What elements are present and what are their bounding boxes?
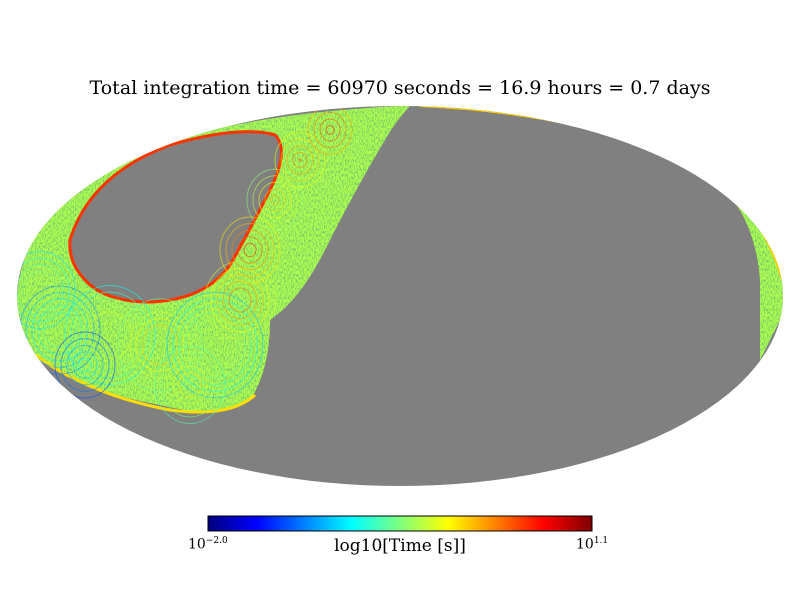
unobserved-main-region <box>60 106 760 484</box>
scan-ring <box>258 181 292 219</box>
scan-ring <box>31 298 89 362</box>
scan-ring <box>166 291 264 399</box>
scan-ring <box>178 372 202 398</box>
scan-ring <box>313 111 347 149</box>
scan-ring <box>123 304 197 386</box>
hot-rim-loop <box>68 130 283 304</box>
scan-ring <box>225 223 275 277</box>
scan-ring <box>70 291 150 379</box>
scan-ring <box>325 125 335 135</box>
scan-ring <box>129 311 191 379</box>
scan-ring <box>190 318 240 372</box>
scan-ring <box>78 357 92 373</box>
scan-ring <box>292 151 308 169</box>
scan-ring <box>172 365 208 405</box>
scan-ring <box>117 298 203 392</box>
scan-ring <box>216 274 264 326</box>
scan-ring <box>307 106 353 155</box>
scan-ring <box>135 318 185 372</box>
colorbar-min-exponent: −2.0 <box>205 536 228 546</box>
colorbar-min-tick: 10−2.0 <box>188 536 228 553</box>
colorbar-label: log10[Time [s]] <box>334 536 466 556</box>
scan-ring <box>17 264 64 316</box>
scan-ring <box>66 344 104 386</box>
unobserved-loop <box>69 131 282 302</box>
scan-ring <box>270 195 280 205</box>
scan-ring <box>72 351 98 379</box>
chart-title: Total integration time = 60970 seconds =… <box>89 77 711 99</box>
scan-ring <box>231 229 269 271</box>
scan-ring <box>37 305 83 355</box>
scan-ring <box>274 132 326 188</box>
scan-ring <box>210 267 270 333</box>
scan-ring <box>166 359 214 411</box>
scan-ring <box>204 261 276 339</box>
scan-circles <box>17 106 353 424</box>
colorbar <box>207 515 593 532</box>
scan-ring <box>252 175 298 225</box>
scan-ring <box>219 216 281 284</box>
scan-ring <box>184 311 246 379</box>
scan-ring <box>54 331 116 399</box>
scan-ring <box>286 145 314 175</box>
scan-ring <box>280 138 320 182</box>
colorbar-min-base: 10 <box>188 536 206 553</box>
scan-ring <box>60 338 110 392</box>
scan-ring <box>82 304 138 366</box>
scan-ring <box>28 277 52 303</box>
scan-ring <box>178 304 252 386</box>
scan-ring <box>243 242 257 258</box>
colorbar-max-tick: 101.1 <box>576 536 608 553</box>
hot-rim-bottom <box>34 353 257 414</box>
scan-ring <box>25 292 95 368</box>
scan-ring <box>172 298 258 392</box>
scan-ring <box>64 285 156 385</box>
scan-ring <box>246 168 304 232</box>
scan-ring <box>76 298 144 372</box>
scan-ring <box>154 346 226 424</box>
scan-ring <box>17 257 70 323</box>
scan-ring <box>160 352 220 418</box>
scan-ring <box>228 287 252 313</box>
scan-ring <box>237 236 263 264</box>
scan-ring <box>298 158 302 162</box>
scan-ring <box>17 251 76 329</box>
colorbar-max-exponent: 1.1 <box>593 536 609 546</box>
colorbar-max-base: 10 <box>576 536 594 553</box>
scan-ring <box>22 270 58 310</box>
scan-ring <box>264 188 286 212</box>
scan-ring <box>319 118 341 142</box>
